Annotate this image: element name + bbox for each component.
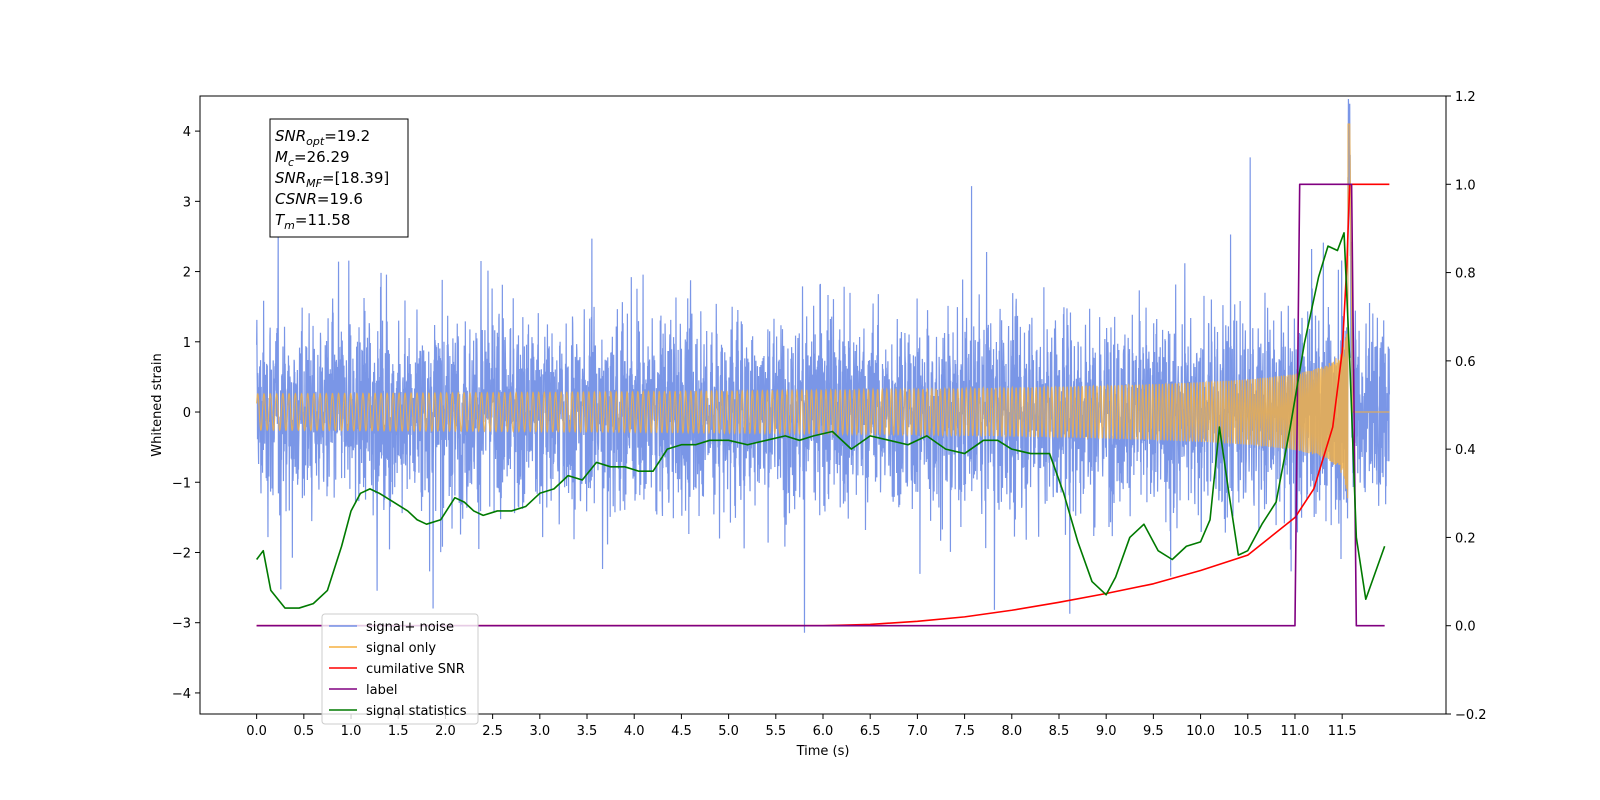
y-right-tick-label: 1.0 — [1455, 178, 1476, 193]
x-tick-label: 8.5 — [1049, 724, 1070, 739]
x-tick-label: 2.5 — [482, 724, 503, 739]
x-tick-label: 7.5 — [954, 724, 975, 739]
legend: signal+ noise signal only cumilative SNR la… — [321, 613, 479, 725]
y-left-tick-label: −2 — [172, 546, 191, 561]
annotation-box: SNRopt=19.2Mc=26.29SNRMF=[18.39]CSNR=19.… — [269, 118, 409, 238]
y-left-tick-label: 3 — [183, 195, 191, 210]
x-tick-label: 3.0 — [529, 724, 550, 739]
x-tick-label: 10.5 — [1233, 724, 1262, 739]
series-cumulative-snr — [256, 183, 1390, 627]
legend-label: label — [366, 683, 397, 698]
y-right-tick-label: −0.2 — [1455, 708, 1487, 723]
x-tick-label: 6.0 — [813, 724, 834, 739]
series-label — [256, 183, 1385, 627]
y-right-tick-label: 0.6 — [1455, 355, 1476, 370]
x-tick-label: 10.0 — [1186, 724, 1215, 739]
y-left-tick-label: 2 — [183, 266, 191, 281]
y-left-tick-label: 1 — [183, 336, 191, 351]
y-right-tick-label: 1.2 — [1455, 90, 1476, 105]
x-tick-label: 9.5 — [1143, 724, 1164, 739]
y-right-tick-label: 0.2 — [1455, 531, 1476, 546]
y-axis-right: −0.2 0.0 0.2 0.4 0.6 0.8 1.0 1.2 — [1446, 90, 1487, 723]
x-tick-label: 3.5 — [577, 724, 598, 739]
x-tick-label: 7.0 — [907, 724, 928, 739]
y-right-tick-label: 0.4 — [1455, 443, 1476, 458]
y-left-tick-label: −1 — [172, 476, 191, 491]
legend-frame — [321, 613, 479, 725]
y-axis-left-label: Whitened strain — [150, 353, 165, 456]
y-left-tick-label: 4 — [183, 125, 191, 140]
series-signal-statistics — [255, 232, 1386, 609]
x-tick-label: 9.0 — [1096, 724, 1117, 739]
y-right-tick-label: 0.8 — [1455, 267, 1476, 282]
y-left-tick-label: −4 — [172, 687, 191, 702]
annotation-line: CSNR=19.6 — [275, 190, 363, 208]
x-tick-label: 8.0 — [1001, 724, 1022, 739]
x-tick-label: 5.0 — [718, 724, 739, 739]
x-tick-label: 5.5 — [765, 724, 786, 739]
y-left-tick-label: −3 — [172, 617, 191, 632]
x-tick-label: 1.0 — [341, 724, 362, 739]
legend-label: signal only — [366, 641, 436, 656]
annotation-frame — [269, 118, 409, 238]
y-right-tick-label: 0.0 — [1455, 620, 1476, 635]
legend-label: signal+ noise — [366, 620, 454, 635]
x-tick-label: 0.5 — [293, 724, 314, 739]
x-tick-label: 6.5 — [860, 724, 881, 739]
y-axis-left: −4 −3 −2 −1 0 1 2 3 4 — [172, 125, 200, 702]
x-axis: 0.0 0.5 1.0 1.5 2.0 2.5 3.0 3.5 4.0 4.5 5.0 5.5 6.0 6… — [246, 714, 1357, 739]
x-tick-label: 2.0 — [435, 724, 456, 739]
annotation-line: SNRMF=[18.39] — [275, 169, 389, 190]
y-left-tick-label: 0 — [183, 406, 191, 421]
annotation-line: SNRopt=19.2 — [275, 127, 370, 148]
legend-label: cumilative SNR — [366, 662, 465, 677]
x-tick-label: 0.0 — [246, 724, 267, 739]
annotation-line: Mc=26.29 — [275, 148, 350, 169]
x-tick-label: 11.5 — [1328, 724, 1357, 739]
x-tick-label: 11.0 — [1280, 724, 1309, 739]
annotation-line: Tm=11.58 — [275, 211, 350, 232]
x-tick-label: 1.5 — [388, 724, 409, 739]
series-signal-only — [256, 123, 1390, 499]
x-axis-label: Time (s) — [796, 744, 850, 759]
plot-area — [255, 98, 1390, 633]
x-tick-label: 4.0 — [624, 724, 645, 739]
legend-label: signal statistics — [366, 704, 467, 719]
x-tick-label: 4.5 — [671, 724, 692, 739]
